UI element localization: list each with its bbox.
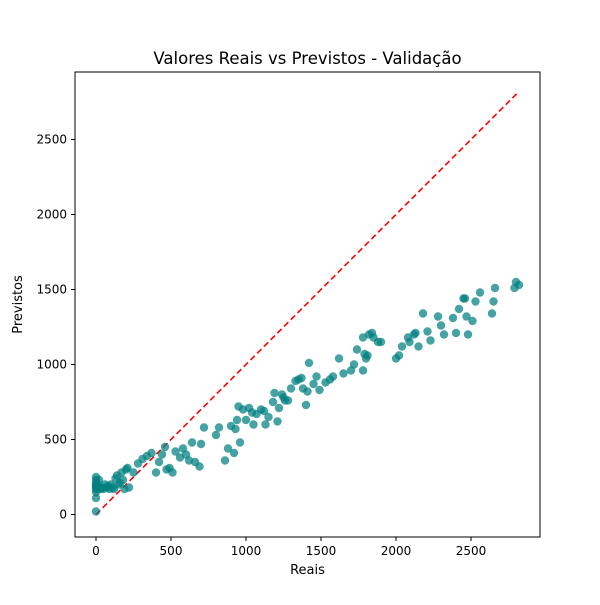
data-point <box>411 328 420 338</box>
data-point <box>157 450 167 459</box>
data-point <box>123 463 132 473</box>
data-point <box>405 337 414 347</box>
data-point <box>414 342 423 351</box>
data-point <box>241 415 251 425</box>
data-point <box>91 507 101 516</box>
plot-area <box>75 72 540 537</box>
data-point <box>303 387 312 396</box>
data-point <box>211 430 221 440</box>
data-point <box>124 483 134 492</box>
data-point <box>154 457 164 467</box>
data-point <box>304 358 314 368</box>
data-point <box>363 351 372 360</box>
data-point <box>471 297 480 306</box>
data-point <box>514 280 524 290</box>
data-point <box>448 313 458 323</box>
data-point <box>462 312 471 321</box>
data-point <box>118 475 128 485</box>
data-point <box>196 439 206 449</box>
data-point <box>168 468 177 477</box>
y-axis: 0 500 1000 1500 2000 2500 <box>36 133 75 522</box>
data-point <box>339 369 348 378</box>
data-point <box>426 336 435 345</box>
data-point <box>231 424 240 434</box>
data-point <box>349 360 359 369</box>
y-tick-label: 1500 <box>36 283 67 297</box>
data-point <box>475 288 485 297</box>
data-point <box>249 420 258 429</box>
data-point <box>352 345 362 354</box>
data-point <box>468 316 477 326</box>
data-point <box>301 400 311 410</box>
data-point <box>487 309 497 318</box>
y-tick-label: 1000 <box>36 358 67 372</box>
x-tick-label: 2000 <box>381 544 412 558</box>
data-point <box>460 294 470 303</box>
data-point <box>229 448 239 458</box>
data-point <box>160 442 170 452</box>
data-point <box>489 297 498 306</box>
data-point <box>232 415 242 425</box>
x-tick-label: 1500 <box>306 544 337 558</box>
data-point <box>334 354 344 363</box>
data-point <box>171 447 180 456</box>
data-point <box>312 372 321 381</box>
data-point <box>259 406 269 416</box>
data-point <box>147 448 156 458</box>
data-point <box>394 351 404 360</box>
data-point <box>309 379 318 389</box>
data-point <box>315 385 324 395</box>
y-tick-label: 2000 <box>36 208 67 222</box>
data-point <box>297 373 306 383</box>
data-point <box>268 397 278 407</box>
data-point <box>91 493 101 503</box>
x-tick-label: 1000 <box>231 544 262 558</box>
data-point <box>94 475 104 485</box>
data-point <box>454 304 464 314</box>
data-point <box>328 372 338 381</box>
y-axis-label: Previstos <box>11 275 26 334</box>
data-point <box>151 468 161 477</box>
data-point <box>436 321 446 330</box>
x-tick-label: 500 <box>160 544 183 558</box>
points-layer <box>91 277 524 516</box>
data-point <box>376 337 386 347</box>
data-point <box>199 423 209 432</box>
data-point <box>235 438 245 447</box>
data-point <box>286 384 296 393</box>
x-tick-label: 2500 <box>456 544 487 558</box>
data-point <box>439 330 449 339</box>
x-tick-label: 0 <box>92 544 100 558</box>
data-point <box>129 468 138 477</box>
data-point <box>187 438 197 447</box>
data-point <box>283 396 293 405</box>
data-point <box>433 312 443 321</box>
data-point <box>463 330 473 339</box>
y-tick-label: 0 <box>59 508 67 522</box>
y-tick-label: 500 <box>44 433 67 447</box>
data-point <box>490 283 500 293</box>
data-point <box>223 444 233 453</box>
chart-title: Valores Reais vs Previstos - Validação <box>153 49 461 68</box>
x-axis: 0 500 1000 1500 2000 2500 <box>92 537 486 558</box>
data-point <box>423 327 432 336</box>
data-point <box>397 342 407 351</box>
data-point <box>451 328 461 338</box>
data-point <box>270 388 279 398</box>
data-point <box>214 423 224 432</box>
data-point <box>418 309 428 318</box>
data-point <box>264 412 273 422</box>
x-axis-label: Reais <box>290 563 325 578</box>
data-point <box>220 456 230 465</box>
y-tick-label: 2500 <box>36 133 67 147</box>
data-point <box>273 417 282 426</box>
plot-frame <box>74 71 541 538</box>
data-point <box>358 366 368 375</box>
data-point <box>261 420 270 429</box>
data-point <box>274 403 284 413</box>
data-point <box>195 462 204 471</box>
